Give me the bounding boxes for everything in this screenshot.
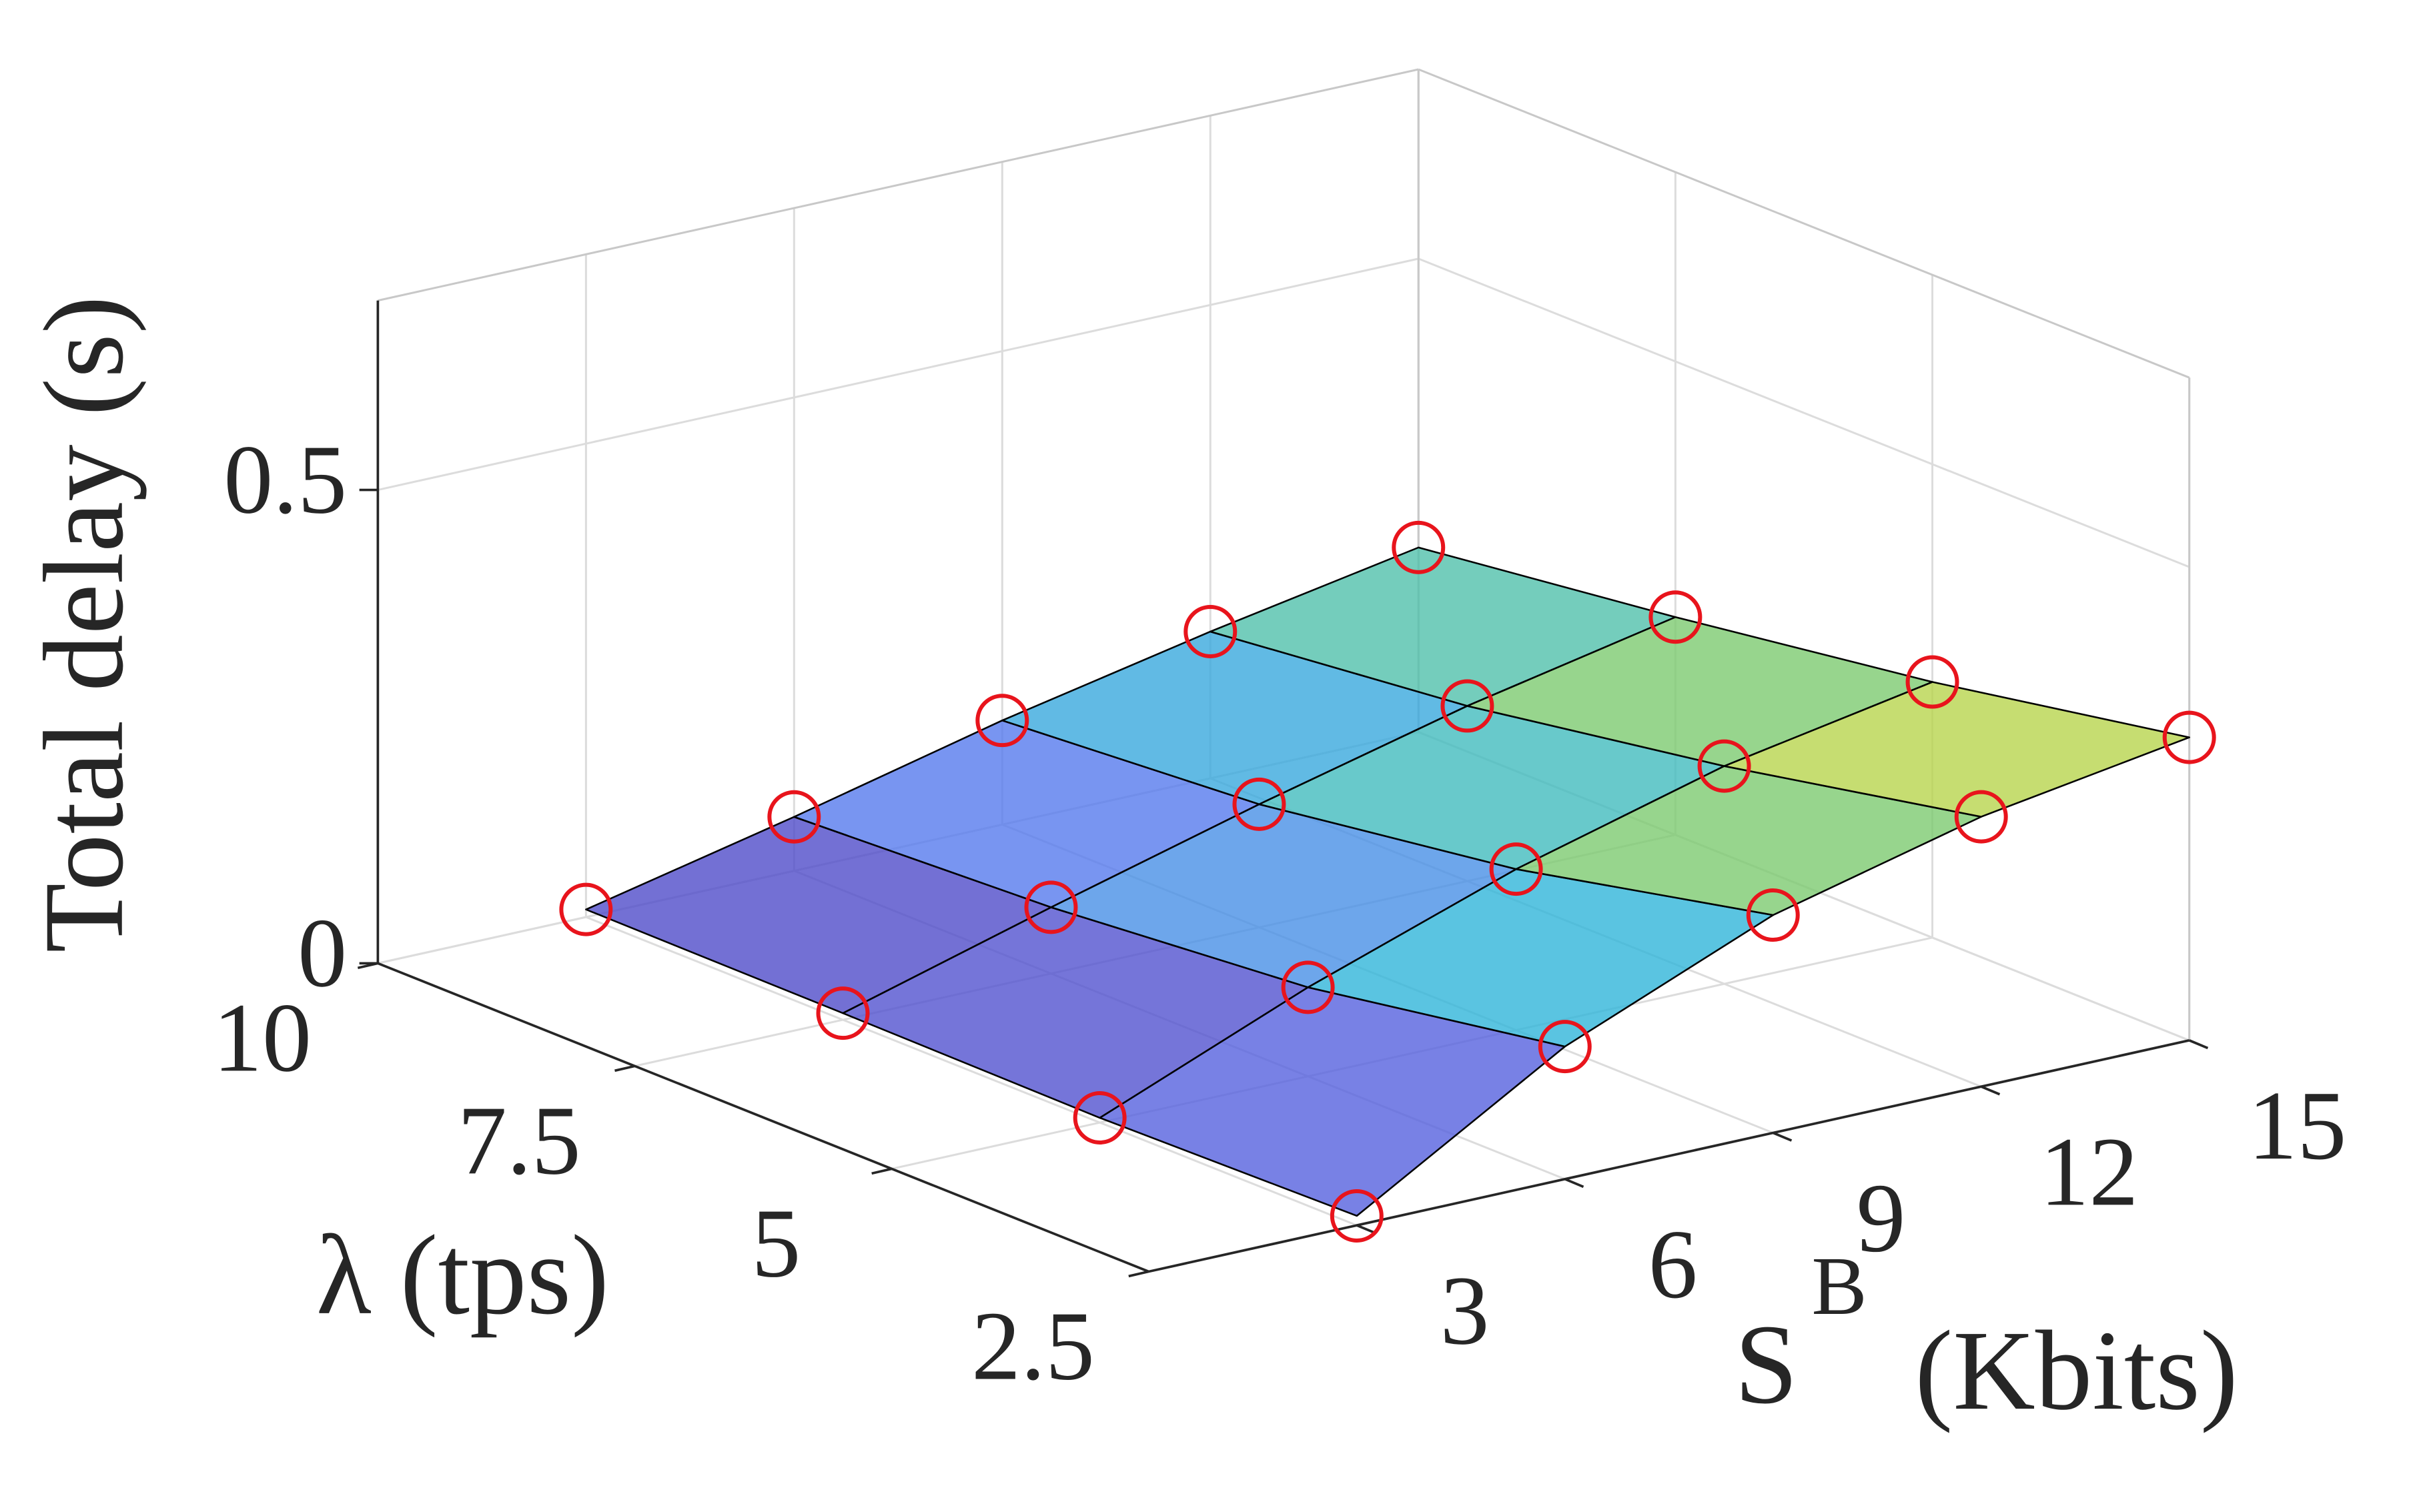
x-tick [2188,1039,2209,1050]
y-tick-label: 2.5 [971,1291,1095,1401]
x-tick-label: 9 [1857,1163,1906,1273]
x-axis-label-unit: (Kbits) [1915,1307,2238,1433]
x-tick [1564,1178,1584,1189]
x-tick [1356,1224,1376,1235]
x-tick [1773,1131,1793,1142]
x-axis-label-superscript: B [1812,1240,1867,1332]
z-axis-label: Total delay (s) [21,295,147,952]
x-axis-label: S [1735,1301,1798,1427]
data-marker [1440,679,1494,733]
z-tick-label: 0 [298,898,347,1007]
data-marker [1392,520,1446,574]
data-marker [1746,888,1800,942]
surface-face [1723,681,2190,818]
data-marker [1073,1091,1127,1145]
data-marker [1905,655,1959,709]
data-marker [816,986,870,1040]
y-axis-label: λ (tps) [316,1212,609,1338]
data-marker [1489,842,1543,896]
floor-grid-line [585,916,1358,1227]
x-tick [1981,1085,2001,1096]
y-tick [871,1167,893,1175]
data-marker [1697,739,1751,793]
y-tick-label: 5 [751,1188,801,1297]
data-marker [1538,1020,1592,1074]
x-tick-label: 12 [2040,1116,2139,1226]
data-marker [1024,880,1078,934]
axis-line [1148,1039,2190,1273]
x-tick-label: 15 [2248,1070,2347,1180]
data-marker [1183,604,1238,658]
data-marker [1648,590,1703,644]
data-marker [559,882,613,936]
box-edge [378,68,1419,302]
y-tick [614,1064,635,1072]
box-edge [1418,68,2190,379]
data-marker [975,694,1029,748]
data-marker [1281,960,1335,1014]
data-marker [2162,710,2216,764]
data-marker [1330,1189,1384,1243]
x-tick-label: 3 [1440,1255,1490,1365]
side-wall-grid-line [1418,257,2190,568]
y-tick-label: 7.5 [458,1085,581,1195]
data-marker [1954,790,2008,844]
back-wall-grid-line [378,257,1419,492]
data-marker [767,790,821,844]
axis-line [377,962,1149,1273]
data-marker [1232,777,1286,831]
x-tick-label: 6 [1648,1209,1698,1319]
y-tick-label: 10 [213,982,312,1092]
y-tick [1128,1270,1149,1278]
z-tick-label: 0.5 [223,424,347,534]
